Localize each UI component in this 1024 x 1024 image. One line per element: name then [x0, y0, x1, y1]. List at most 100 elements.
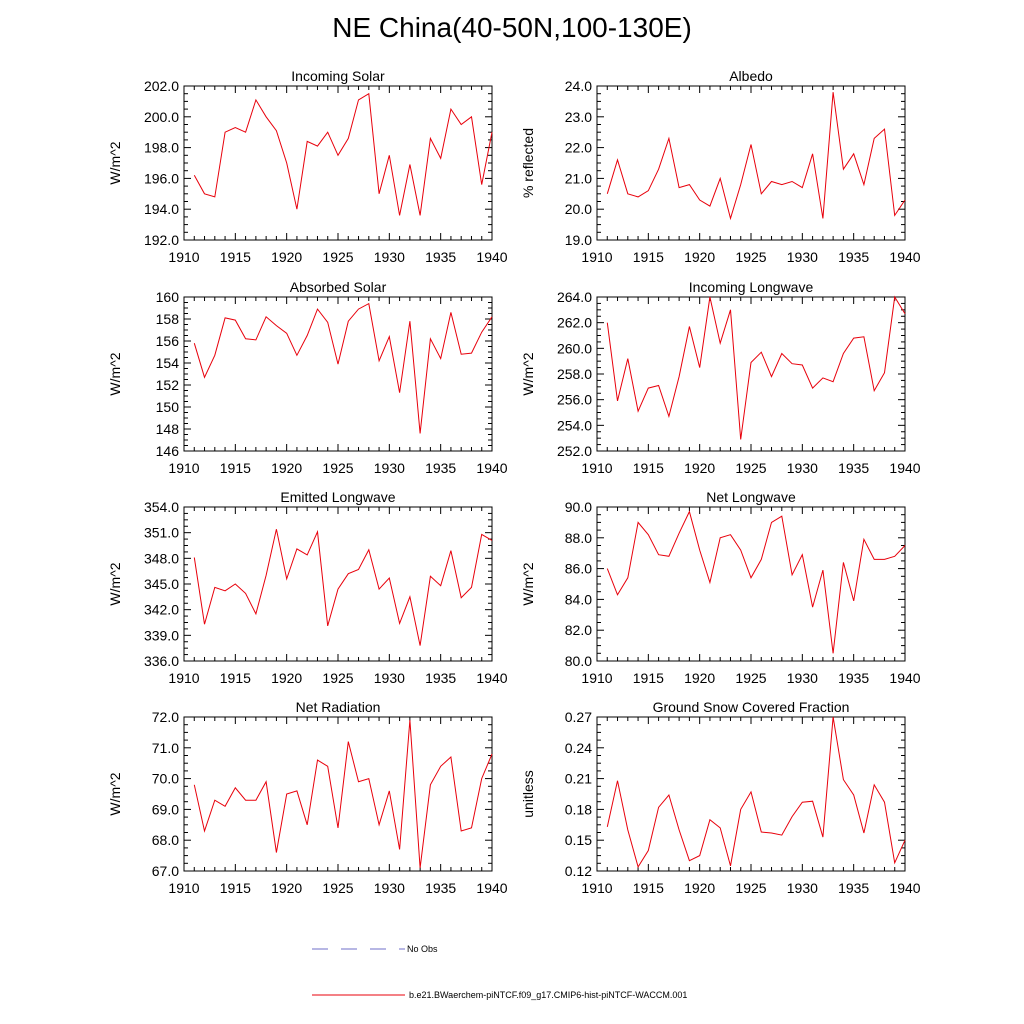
- x-tick-label: 1910: [168, 880, 199, 896]
- y-tick-label: 23.0: [565, 109, 592, 125]
- y-tick-label: 254.0: [557, 417, 592, 433]
- y-tick-label: 258.0: [557, 366, 592, 382]
- x-tick-label: 1925: [735, 460, 766, 476]
- x-tick-label: 1925: [735, 249, 766, 265]
- x-tick-label: 1910: [581, 670, 612, 686]
- x-tick-label: 1920: [271, 460, 302, 476]
- x-tick-label: 1930: [787, 460, 818, 476]
- panel-title: Ground Snow Covered Fraction: [653, 699, 850, 715]
- panel-title: Incoming Solar: [291, 68, 385, 84]
- chart-panel-4: Incoming Longwave W/m^2 252.0 254.0 256.0 258…: [520, 279, 921, 476]
- chart-panel-8: Ground Snow Covered Fraction unitless 0.12…: [520, 699, 921, 896]
- chart-panel-3: Absorbed Solar W/m^2 146 148 150 152 154 156 158…: [107, 279, 508, 476]
- plot-frame: [183, 296, 493, 452]
- x-tick-label: 1925: [322, 249, 353, 265]
- series-line-1: [193, 720, 493, 868]
- y-axis-label: W/m^2: [107, 352, 123, 395]
- y-tick-label: 336.0: [144, 653, 179, 669]
- y-tick-label: 339.0: [144, 627, 179, 643]
- x-tick-label: 1930: [374, 249, 405, 265]
- y-tick-label: 256.0: [557, 392, 592, 408]
- x-tick-label: 1910: [581, 880, 612, 896]
- x-tick-label: 1940: [889, 249, 920, 265]
- y-tick-label: 82.0: [565, 622, 592, 638]
- y-tick-label: 262.0: [557, 315, 592, 331]
- series-line-1: [193, 302, 493, 434]
- x-tick-label: 1920: [271, 670, 302, 686]
- chart-panel-7: Net Radiation W/m^2 67.0 68.0 69.0 70.0 71.0 72…: [107, 699, 508, 896]
- x-tick-label: 1935: [425, 880, 456, 896]
- y-tick-label: 260.0: [557, 340, 592, 356]
- y-tick-label: 0.27: [565, 709, 592, 725]
- x-tick-label: 1910: [168, 670, 199, 686]
- chart-panel-1: Incoming Solar W/m^2 192.0 194.0 196.0 198.0 2…: [107, 68, 508, 265]
- legend: No Obs b.e21.BWaerchem-piNTCF.f09_g17.CMI…: [312, 944, 687, 1000]
- x-tick-label: 1920: [684, 460, 715, 476]
- x-tick-label: 1925: [322, 460, 353, 476]
- x-tick-label: 1935: [425, 249, 456, 265]
- x-tick-label: 1910: [168, 249, 199, 265]
- x-tick-label: 1920: [271, 249, 302, 265]
- x-tick-label: 1935: [425, 670, 456, 686]
- panel-title: Net Longwave: [706, 489, 796, 505]
- legend-label-no-obs: No Obs: [407, 944, 438, 954]
- y-tick-label: 351.0: [144, 525, 179, 541]
- x-tick-label: 1925: [735, 670, 766, 686]
- y-tick-label: 0.15: [565, 832, 592, 848]
- x-tick-label: 1930: [374, 460, 405, 476]
- y-tick-label: 69.0: [152, 801, 179, 817]
- series-line-1: [606, 295, 906, 440]
- x-tick-label: 1935: [838, 249, 869, 265]
- x-tick-label: 1940: [889, 460, 920, 476]
- y-tick-label: 80.0: [565, 653, 592, 669]
- y-tick-label: 0.24: [565, 740, 592, 756]
- y-tick-label: 348.0: [144, 550, 179, 566]
- y-tick-label: 152: [156, 377, 180, 393]
- y-axis-label: W/m^2: [107, 562, 123, 605]
- panel-title: Incoming Longwave: [689, 279, 814, 295]
- x-tick-label: 1925: [322, 670, 353, 686]
- y-tick-label: 200.0: [144, 109, 179, 125]
- panel-title: Net Radiation: [296, 699, 381, 715]
- x-tick-label: 1915: [220, 670, 251, 686]
- y-axis-label: W/m^2: [107, 772, 123, 815]
- y-tick-label: 67.0: [152, 863, 179, 879]
- y-tick-label: 354.0: [144, 499, 179, 515]
- y-axis-label: % reflected: [520, 128, 536, 198]
- x-tick-label: 1915: [220, 460, 251, 476]
- y-tick-label: 24.0: [565, 78, 592, 94]
- y-tick-label: 19.0: [565, 232, 592, 248]
- y-tick-label: 192.0: [144, 232, 179, 248]
- y-tick-label: 194.0: [144, 201, 179, 217]
- y-tick-label: 158: [156, 311, 180, 327]
- plot-frame: [596, 296, 906, 452]
- y-axis-label: W/m^2: [520, 352, 536, 395]
- y-tick-label: 150: [156, 399, 180, 415]
- series-line-1: [606, 716, 906, 869]
- y-tick-label: 88.0: [565, 530, 592, 546]
- x-tick-label: 1910: [581, 460, 612, 476]
- y-tick-label: 156: [156, 333, 180, 349]
- y-tick-label: 90.0: [565, 499, 592, 515]
- y-tick-label: 252.0: [557, 443, 592, 459]
- series-line-1: [193, 529, 493, 646]
- series-line-1: [606, 510, 906, 654]
- y-tick-label: 160: [156, 289, 180, 305]
- y-tick-label: 202.0: [144, 78, 179, 94]
- x-tick-label: 1930: [787, 670, 818, 686]
- plot-frame: [596, 506, 906, 662]
- y-tick-label: 198.0: [144, 140, 179, 156]
- y-tick-label: 342.0: [144, 602, 179, 618]
- x-tick-label: 1925: [735, 880, 766, 896]
- chart-panel-6: Net Longwave W/m^2 80.0 82.0 84.0 86.0 88.0 90.…: [520, 489, 921, 686]
- y-tick-label: 345.0: [144, 576, 179, 592]
- x-tick-label: 1920: [684, 880, 715, 896]
- panel-title: Albedo: [729, 68, 773, 84]
- chart-panel-2: Albedo % reflected 19.0 20.0 21.0 22.0 23.0 24.…: [520, 68, 921, 265]
- x-tick-label: 1935: [838, 460, 869, 476]
- y-tick-label: 68.0: [152, 832, 179, 848]
- x-tick-label: 1920: [271, 880, 302, 896]
- x-tick-label: 1925: [322, 880, 353, 896]
- x-tick-label: 1915: [633, 880, 664, 896]
